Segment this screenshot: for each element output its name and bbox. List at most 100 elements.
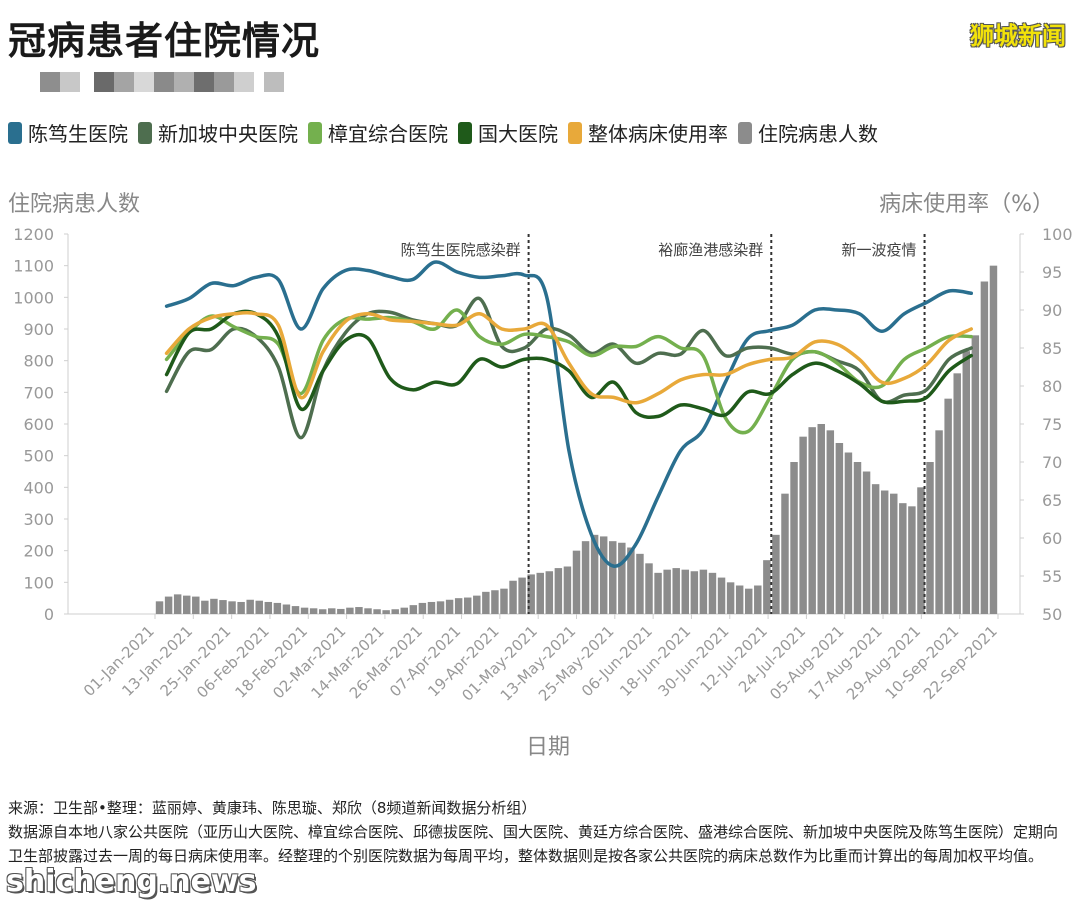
left-tick-label: 200	[23, 542, 54, 561]
annotation-label: 新一波疫情	[842, 241, 917, 259]
watermark: shicheng.news	[6, 864, 257, 899]
bar-patients	[880, 490, 889, 614]
right-tick-label: 55	[1042, 567, 1062, 586]
bar-patients	[871, 484, 880, 614]
right-tick-label: 60	[1042, 529, 1062, 548]
left-tick-label: 300	[23, 510, 54, 529]
bar-patients	[609, 541, 617, 614]
bar-patients	[328, 608, 336, 614]
bar-patients	[228, 601, 236, 614]
bar-patients	[273, 602, 282, 614]
bar-patients	[790, 462, 798, 614]
bar-patients	[255, 600, 263, 614]
bar-patients	[980, 281, 989, 614]
bar-patients	[536, 572, 544, 614]
right-tick-label: 95	[1042, 263, 1062, 282]
series-line-3	[164, 308, 974, 435]
bar-patients	[346, 607, 354, 614]
bar-patients	[500, 588, 508, 614]
bar-patients	[862, 471, 871, 614]
left-tick-label: 600	[23, 415, 54, 434]
bar-patients	[309, 608, 318, 614]
page-title: 冠病患者住院情况	[8, 19, 321, 63]
bar-patients	[971, 335, 980, 614]
bar-patients	[318, 609, 327, 614]
bar-patients	[636, 553, 644, 614]
source-line: 来源：卫生部•整理：蓝丽婷、黄康玮、陈思璇、郑欣（8频道新闻数据分析组）	[8, 799, 537, 817]
left-tick-label: 500	[23, 447, 54, 466]
bar-patients	[418, 602, 427, 614]
right-tick-label: 85	[1042, 339, 1062, 358]
bar-patients	[527, 574, 535, 614]
bar-patients	[246, 599, 254, 614]
bar-patients	[264, 601, 273, 614]
bar-patients	[563, 566, 572, 614]
bar-patients	[645, 563, 653, 614]
legend-label: 陈笃生医院	[28, 122, 128, 146]
bar-patients	[853, 462, 862, 614]
bar-patients	[391, 609, 399, 614]
left-tick-label: 100	[23, 573, 54, 592]
bar-patients	[618, 542, 626, 614]
source-footnote: 来源：卫生部•整理：蓝丽婷、黄康玮、陈思璇、郑欣（8频道新闻数据分析组） 数据源…	[8, 796, 1072, 868]
bar-patients	[436, 601, 445, 614]
series-line-2	[164, 296, 974, 440]
bar-patients	[763, 560, 771, 614]
bar-patients	[953, 373, 961, 614]
left-tick-label: 1000	[13, 288, 54, 307]
bar-patients	[445, 599, 454, 614]
annotation-label: 陈笃生医院感染群	[401, 241, 521, 259]
x-axis-title: 日期	[526, 735, 570, 760]
bar-patients	[627, 547, 635, 614]
bar-patients	[681, 569, 690, 614]
bar-patients	[373, 609, 381, 614]
bar-patients	[672, 568, 680, 614]
bar-patients	[210, 598, 218, 614]
bar-patients	[599, 536, 608, 614]
bar-patients	[572, 550, 581, 614]
bar-patients	[772, 534, 780, 614]
bar-patients	[173, 594, 182, 614]
left-tick-label: 400	[23, 478, 54, 497]
bar-patients	[201, 600, 209, 614]
legend-item: 住院病患人数	[738, 118, 878, 147]
left-tick-label: 700	[23, 383, 54, 402]
bar-patients	[735, 585, 744, 614]
series-line-5	[164, 311, 974, 405]
bar-patients	[908, 506, 916, 614]
method-note: 数据源自本地八家公共医院（亚历山大医院、樟宜综合医院、邱德拔医院、国大医院、黄廷…	[8, 823, 1059, 865]
bar-patients	[708, 572, 717, 614]
legend-item: 陈笃生医院	[8, 118, 128, 147]
right-tick-label: 90	[1042, 301, 1062, 320]
legend-swatch	[458, 121, 472, 144]
legend-item: 新加坡中央医院	[138, 118, 298, 147]
bar-patients	[944, 398, 952, 614]
bar-patients	[463, 597, 472, 614]
bar-patients	[409, 605, 418, 614]
left-tick-label: 1100	[13, 257, 54, 276]
legend-item: 整体病床使用率	[568, 118, 728, 147]
bar-patients	[473, 595, 481, 614]
bar-patients	[454, 598, 463, 614]
bar-patients	[518, 577, 526, 614]
bar-patients	[717, 577, 726, 614]
bar-patients	[219, 600, 227, 614]
legend-swatch	[138, 121, 152, 144]
bar-patients	[182, 595, 191, 614]
bar-patients	[590, 534, 599, 614]
bar-patients	[337, 608, 345, 614]
legend-label: 国大医院	[478, 122, 558, 146]
chart-legend: 陈笃生医院 新加坡中央医院 樟宜综合医院 国大医院 整体病床使用率 住院病患人数	[8, 118, 888, 147]
left-axis-title: 住院病患人数	[8, 192, 141, 217]
bar-patients	[509, 580, 517, 614]
bar-patients	[754, 585, 762, 614]
bar-patients	[192, 596, 200, 614]
legend-swatch	[8, 121, 22, 144]
legend-swatch	[308, 121, 322, 144]
bar-patients	[835, 443, 844, 614]
bar-patients	[926, 462, 934, 614]
bar-patients	[817, 424, 825, 614]
bar-patients	[164, 596, 173, 614]
bar-patients	[935, 430, 943, 614]
